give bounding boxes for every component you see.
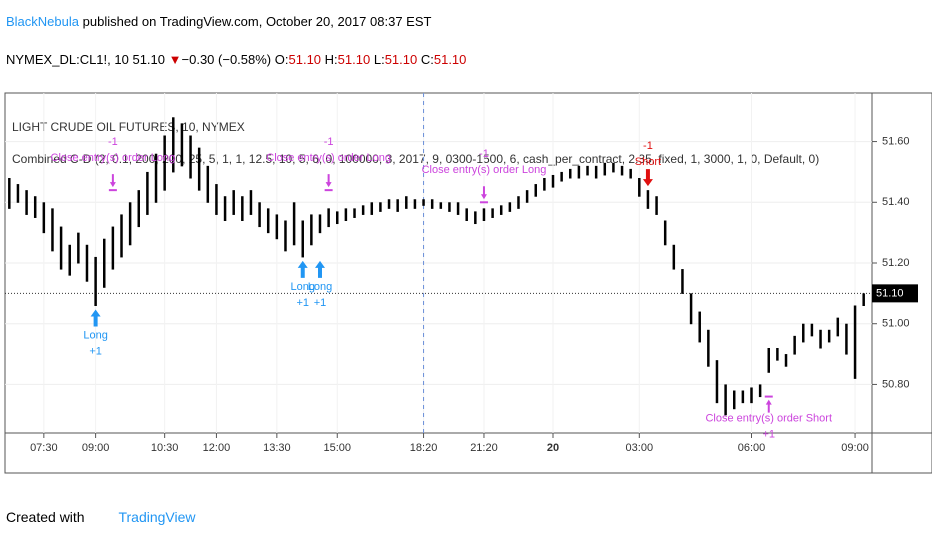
x-tick-label: 13:30 <box>263 442 291 454</box>
chart-title: LIGHT CRUDE OIL FUTURES, 10, NYMEX <box>12 120 245 134</box>
created-with: Created with <box>6 509 85 525</box>
x-tick-label: 15:00 <box>323 442 351 454</box>
study-label: Combined C-D (2, 0.1, 200, 200, 25, 5, 1… <box>12 152 819 166</box>
h-label: H: <box>324 52 338 67</box>
signal-qty: -1 <box>108 136 118 148</box>
last-price-label: 51.10 <box>876 287 904 299</box>
symbol-line: NYMEX_DL:CL1!, 10 51.10 ▼−0.30 (−0.58%) … <box>6 52 466 67</box>
y-tick-label: 51.40 <box>882 196 910 208</box>
x-tick-label: 12:00 <box>203 442 231 454</box>
high: 51.10 <box>337 52 371 67</box>
low: 51.10 <box>384 52 418 67</box>
x-tick-label: 09:00 <box>82 442 110 454</box>
x-tick-label: 18:20 <box>410 442 438 454</box>
signal-qty: +1 <box>296 297 309 309</box>
signal-qty: +1 <box>314 297 327 309</box>
close-arrow <box>765 399 772 413</box>
x-tick-label: 03:00 <box>626 442 654 454</box>
published: published on TradingView.com, October 20… <box>82 14 432 29</box>
long-arrow <box>297 260 308 278</box>
chart: LIGHT CRUDE OIL FUTURES, 10, NYMEX Combi… <box>4 92 932 474</box>
signal-qty: +1 <box>89 345 102 357</box>
long-arrow <box>90 309 101 327</box>
y-tick-label: 50.80 <box>882 378 910 390</box>
signal-qty: -1 <box>479 148 489 160</box>
brand[interactable]: TradingView <box>118 509 196 525</box>
signal-text: Close entry(s) order Short <box>705 412 832 424</box>
publish-line: BlackNebula published on TradingView.com… <box>6 14 431 29</box>
signal-qty: +1 <box>762 428 775 440</box>
o-label: O: <box>274 52 289 67</box>
x-tick-label: 10:30 <box>151 442 179 454</box>
signal-text: Close entry(s) order Long <box>51 152 176 164</box>
arrow: ▼ <box>168 52 182 67</box>
signal-qty: -1 <box>324 136 334 148</box>
symbol: NYMEX_DL:CL1!, 10 <box>6 52 129 67</box>
x-tick-label: 07:30 <box>30 442 58 454</box>
short-arrow <box>642 169 653 187</box>
last-price-box <box>872 284 918 303</box>
author[interactable]: BlackNebula <box>6 14 79 29</box>
signal-text: Long <box>290 281 314 293</box>
x-tick-label: 21:20 <box>470 442 498 454</box>
signal-text: Long <box>83 329 107 341</box>
signal-text: Close entry(s) order Long <box>422 164 547 176</box>
c-label: C: <box>420 52 434 67</box>
close: 51.10 <box>433 52 467 67</box>
y-tick-label: 51.00 <box>882 318 910 330</box>
signal-text: Short <box>635 156 661 168</box>
x-tick-label: 09:00 <box>841 442 869 454</box>
price: 51.10 <box>132 52 166 67</box>
footer: Created with TradingView <box>6 509 196 525</box>
signal-text: Long <box>308 281 332 293</box>
l-label: L: <box>373 52 385 67</box>
x-tick-label: 06:00 <box>738 442 766 454</box>
y-tick-label: 51.20 <box>882 257 910 269</box>
close-arrow <box>480 186 487 200</box>
y-tick-label: 51.60 <box>882 135 910 147</box>
close-arrow <box>325 174 332 188</box>
long-arrow <box>314 260 325 278</box>
x-tick-label: 20 <box>547 442 559 454</box>
close-arrow <box>109 174 116 188</box>
open: 51.10 <box>288 52 322 67</box>
signal-text: Close entry(s) order Long <box>266 152 391 164</box>
signal-qty: -1 <box>643 140 653 152</box>
change: −0.30 (−0.58%) <box>181 52 272 67</box>
chart-frame <box>4 92 932 474</box>
